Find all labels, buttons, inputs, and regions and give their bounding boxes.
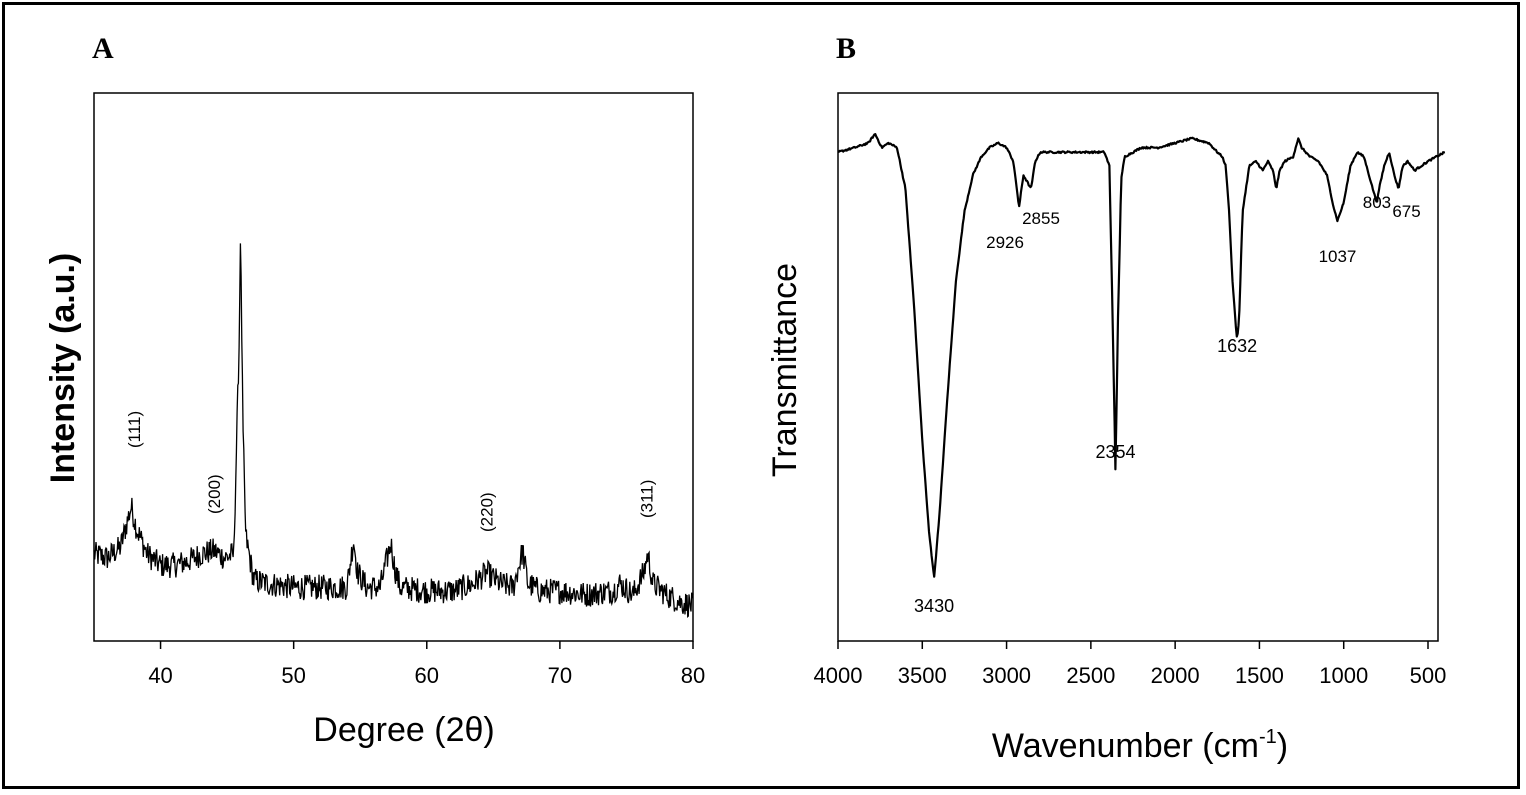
panel-a-x-tick-label: 80 xyxy=(681,663,705,688)
panel-b-peak-label: 1632 xyxy=(1217,336,1257,356)
panel-a-x-axis-title: Degree (2θ) xyxy=(313,711,494,749)
panel-a-x-tick-label: 50 xyxy=(281,663,305,688)
panel-a-plot-frame xyxy=(93,92,694,642)
panel-b-x-tick-label: 500 xyxy=(1410,663,1447,688)
panel-b-peak-label: 1037 xyxy=(1319,247,1357,266)
panel-b-letter: B xyxy=(836,32,856,65)
panel-b-x-axis-title-superscript: -1 xyxy=(1259,726,1277,748)
panel-b-x-axis-title: Wavenumber (cm-1) xyxy=(992,726,1288,765)
panel-a-x-tick-label: 40 xyxy=(148,663,172,688)
panel-b-ftir-series xyxy=(837,133,1446,578)
panel-b-x-axis-title-end: ) xyxy=(1277,727,1288,765)
panel-b-peak-label: 2926 xyxy=(986,233,1024,252)
panel-b-y-axis-title: Transmittance xyxy=(766,263,804,477)
panel-a-x-tick-label: 70 xyxy=(548,663,572,688)
panel-b-peak-label: 803 xyxy=(1363,193,1391,212)
panel-a-peak-label: (111) xyxy=(125,411,144,448)
panel-a-peak-label: (311) xyxy=(637,480,656,518)
panel-a-chart: 40 50 60 70 80 (111) (200) (220) (311) Degree (… xyxy=(44,92,705,749)
panel-a-y-axis-title: Intensity (a.u.) xyxy=(44,253,82,483)
panel-b-x-tick-label: 1000 xyxy=(1319,663,1368,688)
panel-a-x-tick-label: 60 xyxy=(415,663,439,688)
panel-b-peak-label: 2855 xyxy=(1022,209,1060,228)
panel-b-x-axis-title-base: Wavenumber (cm xyxy=(992,727,1259,765)
panel-b-x-tick-label: 3000 xyxy=(982,663,1031,688)
panel-b-peak-label: 3430 xyxy=(914,596,954,616)
panel-b-x-tick-label: 1500 xyxy=(1235,663,1284,688)
panel-a-letter: A xyxy=(92,32,114,65)
panel-b-x-tick-label: 2000 xyxy=(1151,663,1200,688)
panel-b-plot-frame xyxy=(837,92,1439,642)
panel-b-chart: 4000 3500 3000 2500 2000 1500 1000 500 3430 2926… xyxy=(766,92,1447,765)
panel-a-xrd-series xyxy=(93,243,694,618)
panel-b-peak-label: 2354 xyxy=(1095,442,1135,462)
panel-b-peak-label: 675 xyxy=(1392,202,1420,221)
panel-a-peak-label: (220) xyxy=(478,492,497,532)
panel-b-x-tick-label: 3500 xyxy=(898,663,947,688)
panel-b-x-tick-label: 4000 xyxy=(814,663,863,688)
panel-a-peak-label: (200) xyxy=(205,474,224,514)
panel-b-x-tick-label: 2500 xyxy=(1066,663,1115,688)
